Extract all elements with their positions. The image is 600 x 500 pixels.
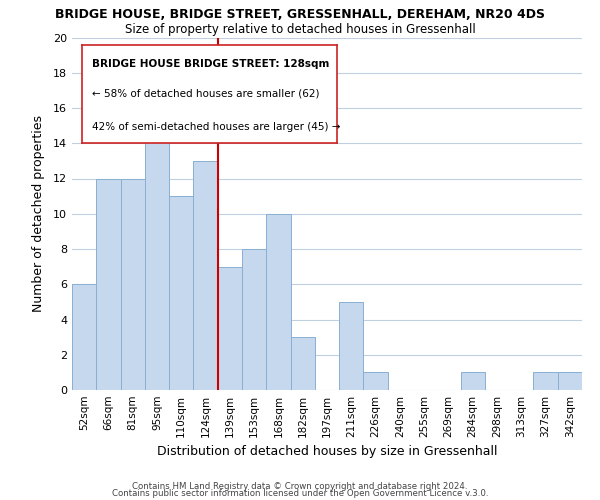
Bar (461, 372, 485, 390)
Text: Contains public sector information licensed under the Open Government Licence v.: Contains public sector information licen… (112, 490, 488, 498)
Bar (290, 337, 315, 390)
Bar (96, 178, 121, 390)
Bar (339, 302, 364, 390)
Text: Contains HM Land Registry data © Crown copyright and database right 2024.: Contains HM Land Registry data © Crown c… (132, 482, 468, 491)
Bar (364, 372, 388, 390)
Bar (218, 266, 242, 390)
Bar (169, 196, 193, 390)
Bar (266, 214, 290, 390)
X-axis label: Distribution of detached houses by size in Gressenhall: Distribution of detached houses by size … (157, 446, 497, 458)
Bar (193, 161, 218, 390)
Bar (242, 249, 266, 390)
Bar (121, 178, 145, 390)
Bar (72, 284, 96, 390)
Bar (558, 372, 582, 390)
Y-axis label: Number of detached properties: Number of detached properties (32, 116, 44, 312)
Text: Size of property relative to detached houses in Gressenhall: Size of property relative to detached ho… (125, 22, 475, 36)
Bar (145, 90, 169, 390)
Text: BRIDGE HOUSE, BRIDGE STREET, GRESSENHALL, DEREHAM, NR20 4DS: BRIDGE HOUSE, BRIDGE STREET, GRESSENHALL… (55, 8, 545, 20)
Bar (533, 372, 558, 390)
